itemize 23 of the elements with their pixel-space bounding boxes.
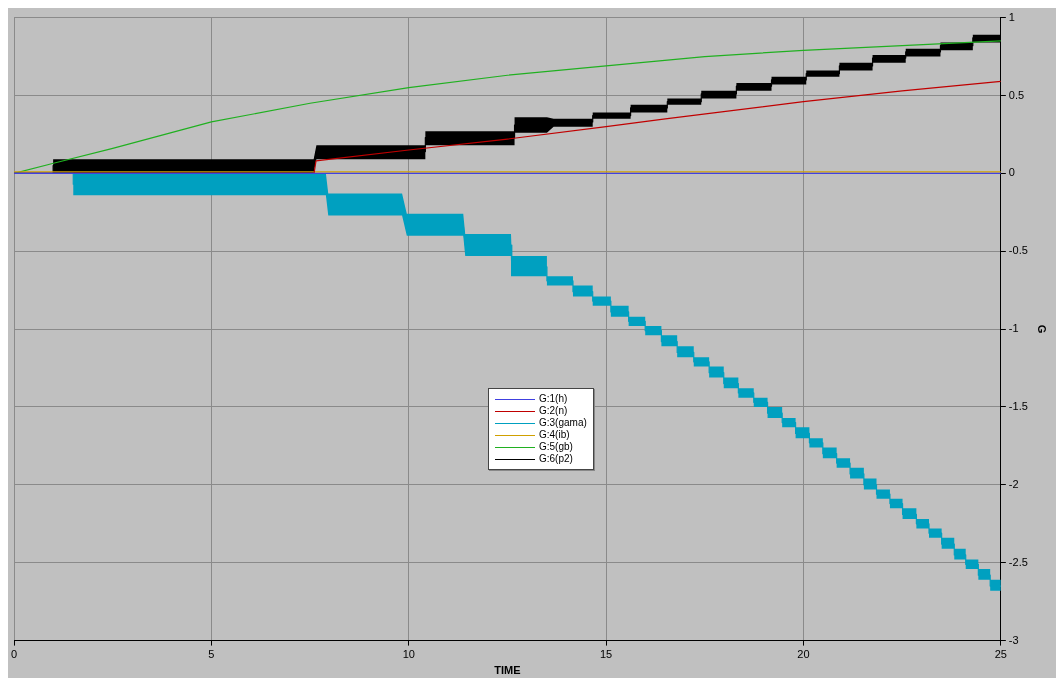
y-tick-label: -0.5 [1008,244,1028,257]
legend-label: G:3(gama) [539,417,587,429]
x-tick-label: 10 [402,648,415,661]
legend-label: G:6(p2) [539,453,573,465]
y-tick-label: -1.5 [1008,400,1028,413]
x-tick-label: 5 [208,648,215,661]
y-tick-label: 0.5 [1008,88,1025,101]
y-axis-title: G [1036,324,1049,334]
x-tick-label: 20 [797,648,810,661]
legend-label: G:1(h) [539,393,568,405]
y-tick-label: 1 [1008,10,1015,23]
legend-label: G:4(ib) [539,429,570,441]
legend-label: G:2(n) [539,405,568,417]
x-tick-label: 0 [11,648,18,661]
x-axis-title: TIME [494,664,521,677]
x-tick-label: 15 [600,648,613,661]
y-tick-label: -1 [1008,322,1019,335]
y-tick-label: 0 [1008,166,1015,179]
y-tick-label: -2.5 [1008,555,1028,568]
legend-label: G:5(gb) [539,441,573,453]
y-tick-label: -3 [1008,633,1019,646]
x-tick-label: 25 [994,648,1007,661]
y-tick-label: -2 [1008,477,1019,490]
